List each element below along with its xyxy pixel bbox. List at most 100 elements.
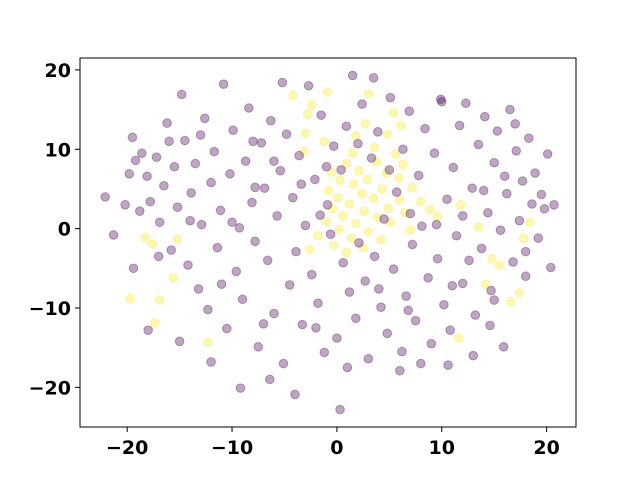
scatter-point — [275, 165, 286, 176]
scatter-point — [510, 119, 520, 129]
scatter-point — [354, 165, 364, 176]
scatter-point — [398, 144, 408, 155]
scatter-point — [142, 171, 152, 182]
scatter-point — [248, 136, 258, 147]
scatter-point — [473, 139, 484, 150]
scatter-point — [284, 280, 295, 290]
scatter-point — [350, 218, 361, 228]
scatter-point — [185, 215, 195, 226]
scatter-point — [479, 111, 490, 122]
scatter-point — [549, 200, 559, 210]
scatter-point — [341, 121, 352, 132]
scatter-point — [296, 179, 307, 189]
scatter-point — [216, 279, 227, 289]
scatter-point — [174, 336, 185, 347]
scatter-point — [335, 404, 345, 415]
scatter-point — [508, 257, 518, 267]
scatter-point — [147, 238, 158, 249]
scatter-point — [423, 273, 433, 283]
scatter-point — [346, 233, 357, 243]
scatter-point — [338, 211, 349, 221]
scatter-point — [281, 129, 292, 139]
scatter-point — [489, 157, 500, 168]
scatter-point — [357, 99, 367, 109]
x-tick-label: 10 — [429, 437, 455, 459]
scatter-point — [347, 70, 358, 81]
scatter-point — [120, 200, 130, 210]
scatter-point — [362, 174, 373, 185]
scatter-point — [476, 243, 487, 254]
scatter-point — [374, 284, 384, 294]
scatter-point — [373, 212, 383, 223]
scatter-point — [481, 279, 491, 289]
scatter-point — [195, 130, 206, 140]
scatter-point — [377, 184, 387, 194]
scatter-point — [363, 226, 374, 237]
scatter-point — [212, 242, 223, 253]
scatter-point — [401, 291, 411, 301]
scatter-point — [506, 296, 516, 307]
scatter-point — [162, 118, 172, 128]
scatter-point — [439, 299, 449, 310]
scatter-point — [328, 240, 339, 251]
scatter-point — [206, 177, 216, 188]
scatter-point — [390, 149, 401, 159]
scatter-point — [432, 211, 443, 222]
scatter-point — [108, 230, 119, 240]
scatter-point — [420, 123, 430, 134]
scatter-point — [137, 148, 147, 159]
scatter-point — [169, 161, 180, 172]
scatter-point — [454, 120, 465, 131]
scatter-point — [124, 169, 135, 179]
scatter-point — [250, 236, 260, 247]
y-tick-label: 20 — [45, 60, 71, 82]
scatter-point — [168, 273, 179, 283]
scatter-point — [453, 333, 464, 343]
scatter-point — [327, 203, 338, 214]
scatter-point — [172, 202, 183, 212]
scatter-point — [405, 225, 416, 235]
scatter-point — [358, 242, 368, 253]
scatter-point — [530, 168, 540, 178]
scatter-point — [368, 73, 379, 83]
scatter-point — [468, 350, 479, 361]
scatter-point — [384, 165, 395, 175]
scatter-point — [341, 247, 352, 258]
scatter-point — [492, 126, 503, 136]
scatter-point — [483, 207, 493, 218]
scatter-point — [247, 197, 257, 208]
scatter-point — [222, 323, 232, 334]
scatter-point — [405, 208, 416, 219]
scatter-point — [316, 110, 326, 120]
scatter-point — [376, 302, 386, 312]
scatter-point — [360, 276, 371, 286]
scatter-point — [524, 133, 534, 143]
scatter-point — [234, 223, 245, 233]
scatter-point — [344, 199, 355, 209]
scatter-point — [514, 215, 525, 226]
scatter-point — [520, 246, 531, 257]
scatter-point — [457, 211, 468, 221]
scatter-point — [288, 90, 298, 101]
scatter-point — [403, 305, 414, 316]
scatter-point — [348, 179, 359, 189]
x-tick-label: 0 — [330, 437, 343, 459]
scatter-point — [186, 188, 196, 198]
scatter-point — [442, 194, 452, 205]
scatter-point — [485, 320, 495, 331]
scatter-point — [376, 234, 386, 245]
scatter-point — [206, 357, 216, 367]
scatter-point — [400, 207, 410, 218]
scatter-point — [407, 239, 418, 250]
scatter-point — [360, 119, 371, 129]
scatter-point — [447, 280, 458, 291]
scatter-point — [278, 358, 289, 369]
scatter-point — [416, 196, 426, 207]
y-tick-label: 10 — [45, 139, 71, 161]
scatter-point — [514, 288, 525, 298]
scatter-point — [546, 262, 556, 273]
scatter-point — [499, 171, 510, 182]
scatter-point — [300, 128, 311, 139]
scatter-point — [326, 167, 337, 178]
scatter-point — [445, 325, 455, 335]
